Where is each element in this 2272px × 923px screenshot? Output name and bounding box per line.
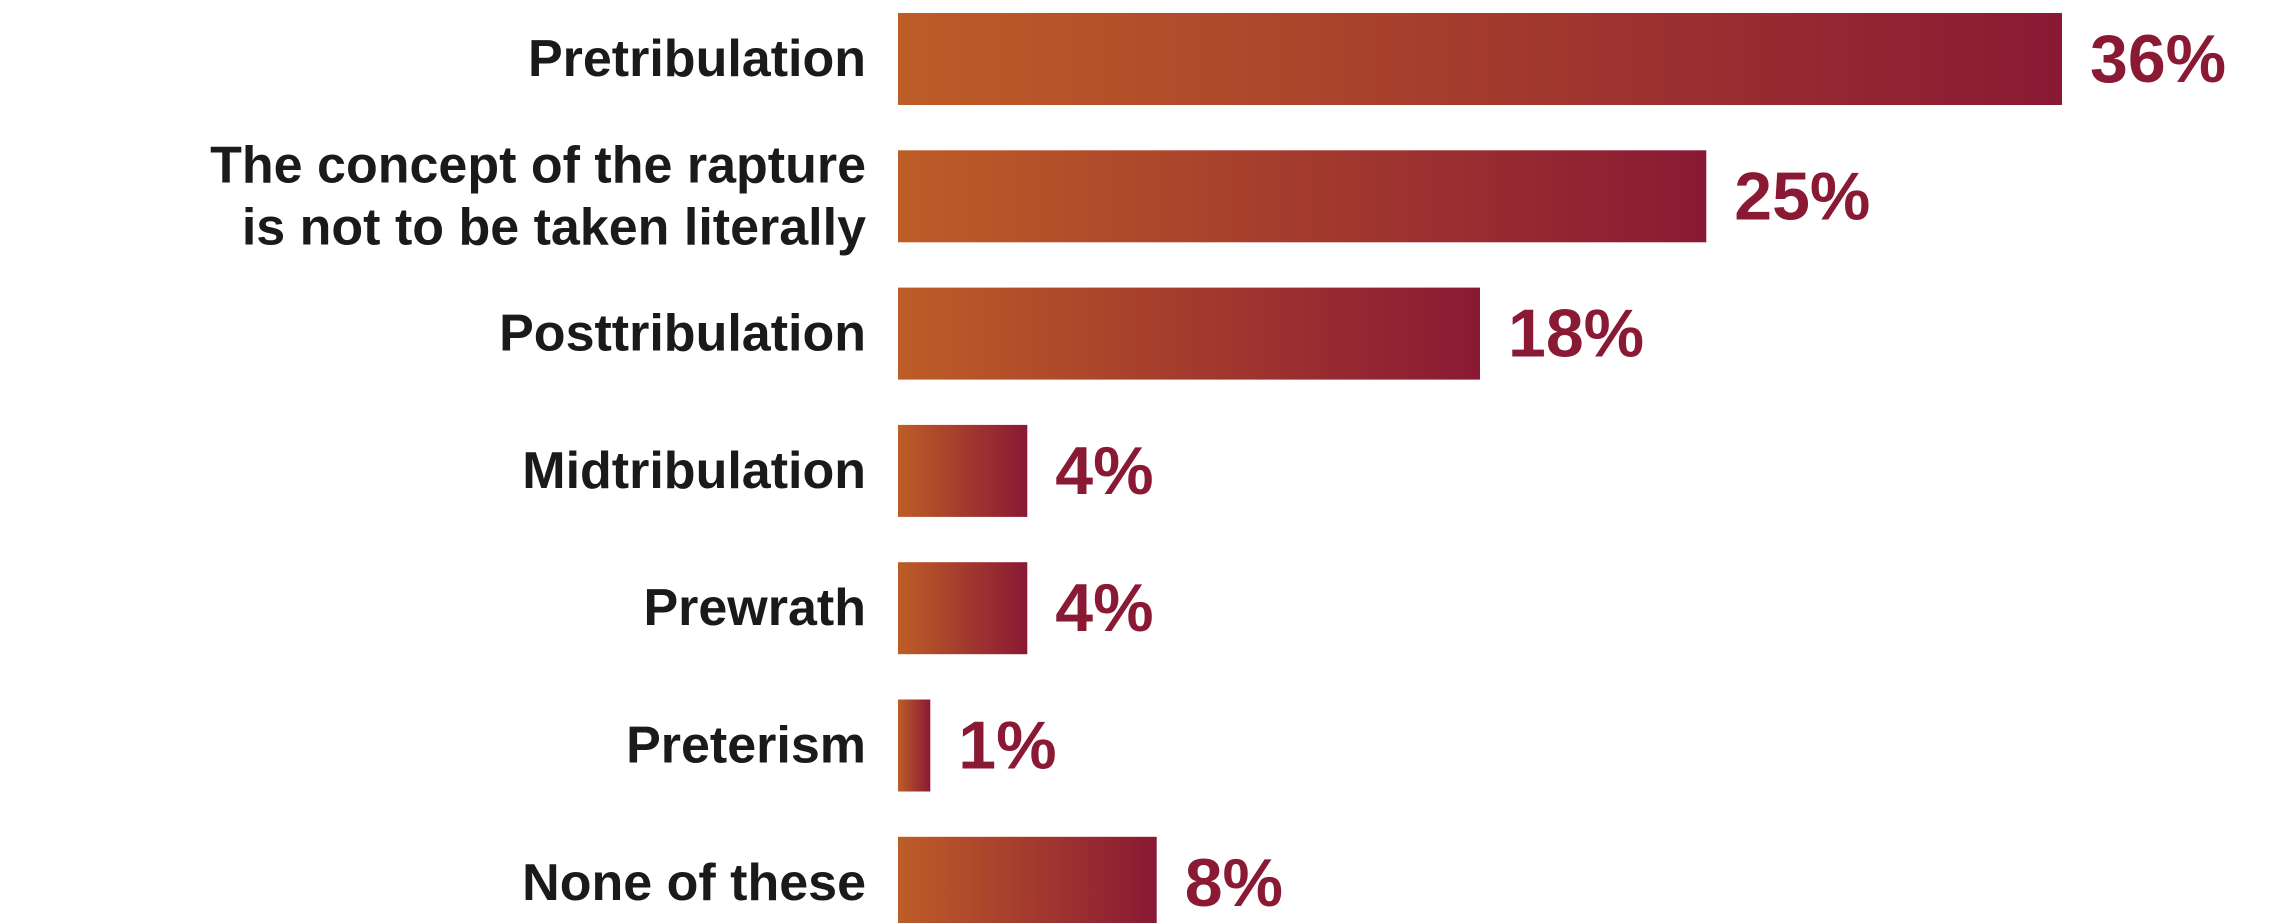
category-label: None of these <box>522 854 866 912</box>
value-label: 18% <box>1508 296 1644 372</box>
value-label: 36% <box>2090 21 2226 97</box>
value-label: 4% <box>1055 433 1153 509</box>
bar <box>898 287 1480 380</box>
category-label: Prewrath <box>643 579 866 637</box>
category-label-line: None of these <box>522 854 866 912</box>
category-label-line: is not to be taken literally <box>242 198 866 256</box>
category-label: Pretribulation <box>528 30 866 88</box>
category-label: Preterism <box>626 717 866 775</box>
bar <box>898 13 2062 105</box>
bar <box>898 150 1707 243</box>
value-label: 8% <box>1185 845 1283 921</box>
bar <box>898 562 1028 655</box>
value-labels-layer: 36% 25% 18% 4% 4% 1% 8% <box>958 21 2226 921</box>
bars-layer <box>898 13 2062 923</box>
category-label: Posttribulation <box>499 305 866 363</box>
category-label-line: The concept of the rapture <box>210 136 866 194</box>
category-label-line: Preterism <box>626 717 866 775</box>
bar <box>898 424 1028 517</box>
value-label: 4% <box>1055 570 1153 646</box>
category-label-line: Posttribulation <box>499 305 866 363</box>
bar <box>898 699 931 792</box>
bar <box>898 836 1157 923</box>
category-labels-layer: Pretribulation The concept of the rapture… <box>210 30 866 912</box>
value-label: 25% <box>1734 158 1870 234</box>
value-label: 1% <box>958 708 1056 784</box>
category-label-line: Midtribulation <box>522 442 866 500</box>
category-label-line: Prewrath <box>643 579 866 637</box>
category-label: The concept of the rapture is not to be t… <box>210 136 866 256</box>
category-label-line: Pretribulation <box>528 30 866 88</box>
category-label: Midtribulation <box>522 442 866 500</box>
